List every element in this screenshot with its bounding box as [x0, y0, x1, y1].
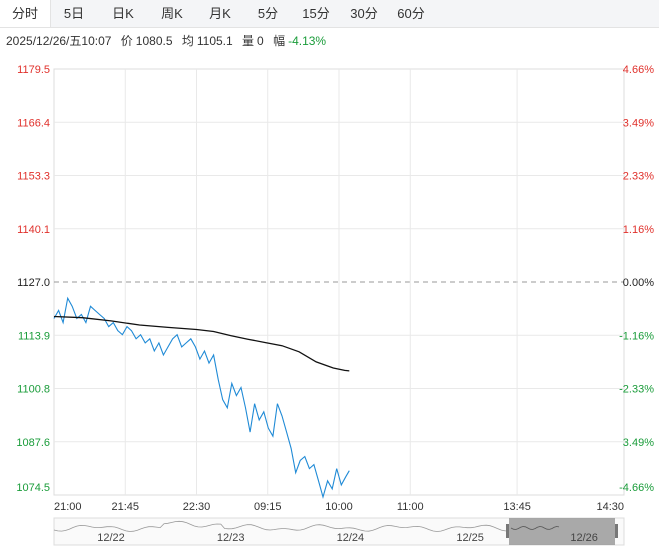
- intraday-chart[interactable]: 1179.5 4.66% 1166.4 3.49% 1153.3 2.33% 1140.1 1…: [0, 54, 659, 547]
- tab-4[interactable]: 月K: [209, 6, 231, 21]
- navigator-date-label: 12/22: [97, 532, 125, 544]
- y-tick-label: 1166.4: [17, 117, 50, 129]
- pct-tick-label: 1.16%: [623, 224, 654, 236]
- y-tick-label: 1100.8: [17, 384, 50, 396]
- navigator-date-label: 12/24: [337, 532, 365, 544]
- x-tick-label: 14:30: [596, 501, 624, 513]
- tab-0[interactable]: 分时: [0, 0, 51, 27]
- tab-7[interactable]: 30分: [350, 6, 378, 21]
- price-series-line: [53, 296, 350, 500]
- tab-8[interactable]: 60分: [397, 6, 425, 21]
- pct-tick-label: 3.49%: [623, 437, 654, 449]
- x-tick-label: 21:00: [54, 501, 82, 513]
- pct-tick-label: 4.66%: [623, 64, 654, 76]
- info-change: -4.13%: [288, 34, 327, 48]
- navigator-date-label: 12/25: [456, 532, 484, 544]
- period-tab-bar: 分时 5日 日K 周K 月K 5分 15分 30分 60分: [0, 0, 659, 28]
- y-tick-label: 1179.5: [17, 64, 50, 76]
- pct-tick-label: 0.00%: [623, 277, 654, 289]
- x-tick-label: 09:15: [254, 501, 282, 513]
- info-datetime: 2025/12/26/五10:07: [6, 34, 112, 48]
- navigator-handle-left: [506, 524, 509, 538]
- y-tick-label: 1127.0: [17, 277, 50, 289]
- x-tick-label: 11:00: [397, 501, 424, 513]
- info-avg: 1105.1: [196, 34, 233, 48]
- navigator-date-label: 12/23: [217, 532, 245, 544]
- navigator-date-label: 12/26: [570, 532, 598, 544]
- navigator-selection: [509, 518, 615, 545]
- info-avg-label: 均: [181, 34, 194, 48]
- info-volume-label: 量: [242, 34, 255, 48]
- tab-1[interactable]: 5日: [63, 6, 85, 21]
- avg-series-line: [53, 315, 350, 372]
- info-volume: 0: [257, 34, 264, 48]
- info-price: 1080.5: [135, 34, 173, 48]
- tab-5[interactable]: 5分: [257, 6, 279, 21]
- tab-6[interactable]: 15分: [302, 6, 330, 21]
- pct-tick-label: -1.16%: [619, 330, 654, 342]
- info-price-label: 价: [120, 34, 133, 48]
- x-tick-label: 21:45: [111, 501, 139, 513]
- info-change-label: 幅: [273, 34, 286, 48]
- y-tick-label: 1074.5: [16, 482, 50, 494]
- pct-tick-label: -4.66%: [619, 482, 654, 494]
- pct-tick-label: 2.33%: [623, 171, 654, 183]
- x-tick-label: 13:45: [503, 501, 531, 513]
- pct-tick-label: -2.33%: [619, 384, 654, 396]
- pct-tick-label: 3.49%: [623, 117, 654, 129]
- tab-3[interactable]: 周K: [161, 6, 183, 21]
- y-tick-label: 1113.9: [18, 330, 50, 342]
- tab-2[interactable]: 日K: [112, 6, 134, 21]
- x-tick-label: 10:00: [325, 501, 353, 513]
- y-tick-label: 1153.3: [17, 171, 50, 183]
- navigator-handle-right: [615, 524, 618, 538]
- y-tick-label: 1087.6: [16, 437, 50, 449]
- navigator-selection-line: [510, 526, 560, 530]
- navigator-mini-line: [53, 520, 509, 532]
- x-tick-label: 22:30: [183, 501, 211, 513]
- y-tick-label: 1140.1: [17, 224, 50, 236]
